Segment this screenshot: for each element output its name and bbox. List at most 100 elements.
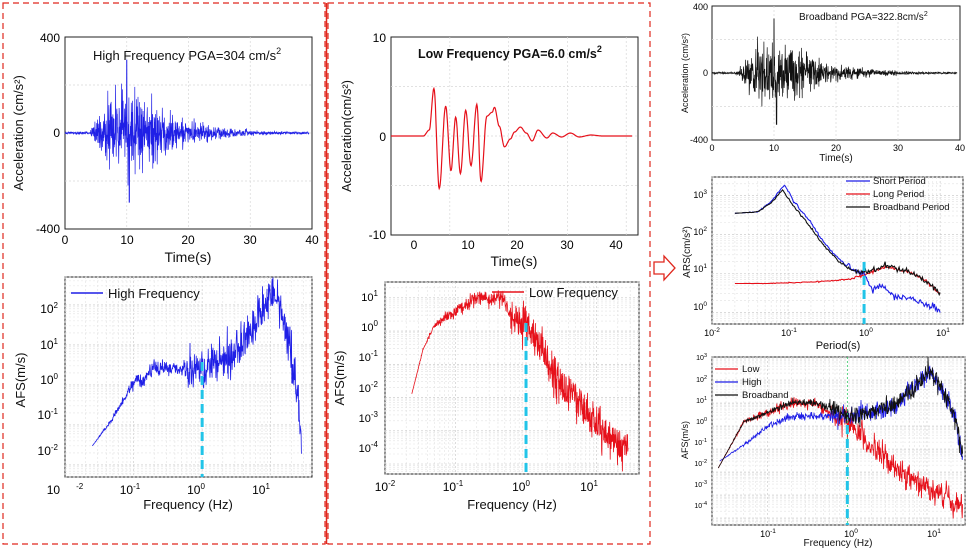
series-line (64, 59, 310, 203)
x-axis-label: Time(s) (491, 253, 538, 269)
y-tick-label: 101 (693, 263, 707, 274)
x-tick-label: 30 (560, 238, 574, 252)
y-tick-label: 0 (379, 130, 386, 144)
x-tick-label: 20 (510, 238, 524, 252)
legend-label: Broadband Period (873, 202, 950, 213)
y-tick-label: 10-1 (359, 349, 379, 364)
hf-time-history-chart: High Frequency PGA=304 cm/s2 0 10 20 30 … (11, 31, 319, 265)
x-tick-label: 1010-2-2 (47, 482, 84, 497)
series (711, 18, 958, 125)
y-tick-label: 100 (693, 301, 707, 312)
series (64, 59, 310, 203)
lf-time-history-chart: Low Frequency PGA=6.0 cm/s2 0 10 20 30 4… (339, 31, 639, 269)
y-tick-label: 103 (696, 353, 707, 362)
grid (711, 176, 964, 325)
x-tick-label: 40 (955, 143, 965, 153)
x-tick-label: 10 (461, 238, 475, 252)
x-tick-label: 10 (120, 233, 134, 247)
legend-label: Short Period (873, 176, 926, 187)
series (411, 290, 629, 472)
series-line (411, 290, 629, 472)
y-axis-label: Acceleration(cm/s²) (339, 80, 354, 192)
series-line (391, 86, 633, 191)
y-tick-label: 10-3 (694, 480, 707, 489)
x-axis-label: Time(s) (819, 153, 853, 164)
y-tick-label: 10 (373, 31, 387, 45)
chart-title: High Frequency PGA=304 cm/s2 (93, 46, 281, 63)
y-tick-label: 101 (696, 396, 707, 405)
y-axis-label: AFS(m/s) (13, 353, 28, 408)
x-tick-label: 10-1 (781, 327, 797, 338)
legend-label: Low Frequency (529, 285, 618, 300)
x-tick-label: 10 (769, 143, 779, 153)
y-axis-label: AFS(m/s) (680, 421, 690, 459)
y-tick-label: 102 (693, 226, 707, 237)
series (717, 357, 963, 519)
x-tick-label: 100 (512, 479, 530, 494)
y-tick-label: 10-4 (694, 501, 707, 510)
x-tick-label: 101 (927, 528, 941, 539)
series-line (91, 277, 302, 454)
lf-afs-chart: Low Frequency 10-2 10-1 100 101 101 100 … (332, 281, 640, 512)
chart-title: Broadband PGA=322.8cm/s2 (799, 11, 928, 23)
series-line (717, 357, 963, 469)
x-tick-label: 40 (305, 233, 319, 247)
y-tick-label: 400 (40, 31, 60, 45)
y-tick-label: 10-3 (359, 410, 379, 425)
y-tick-label: 10-1 (694, 438, 707, 447)
chart-title: Low Frequency PGA=6.0 cm/s2 (418, 44, 602, 61)
series (734, 184, 941, 313)
grid (391, 37, 638, 235)
y-tick-label: 102 (40, 301, 58, 316)
y-tick-label: 10-1 (38, 407, 59, 422)
y-tick-label: -400 (690, 135, 708, 145)
x-tick-label: 10-1 (760, 528, 776, 539)
x-tick-label: 0 (62, 233, 69, 247)
y-tick-label: 10-2 (359, 380, 379, 395)
panel-frames (2, 2, 651, 545)
series-line (734, 189, 941, 297)
y-tick-label: -10 (369, 228, 387, 242)
legend-label: Broadband (742, 390, 788, 401)
y-tick-label: 100 (40, 372, 58, 387)
y-axis-label: ARS(cm/s²) (682, 226, 693, 278)
y-tick-label: -400 (36, 222, 60, 236)
y-tick-label: 101 (361, 289, 378, 304)
left-panel-frame (2, 2, 326, 545)
legend-label: High Frequency (108, 286, 200, 301)
y-tick-label: 100 (361, 319, 378, 334)
legend-label: Long Period (873, 189, 924, 200)
y-tick-label: 400 (693, 2, 708, 12)
series-line (711, 18, 958, 125)
tick-src: 10-1 (0, 0, 1, 1)
x-tick-label: 100 (187, 482, 205, 497)
y-axis-label: Acceleration (cm/s²) (680, 33, 690, 113)
x-tick-label: 40 (609, 238, 623, 252)
y-tick-label: 101 (40, 337, 58, 352)
y-tick-label: 0 (53, 126, 60, 140)
x-tick-label: 0 (411, 238, 418, 252)
bb-time-history-chart: Broadband PGA=322.8cm/s2 0 10 20 30 40 4… (680, 2, 965, 164)
x-tick-label: 30 (893, 143, 903, 153)
y-tick-label: 103 (693, 189, 707, 200)
x-tick-label: 101 (580, 479, 598, 494)
x-axis-label: Time(s) (165, 249, 212, 265)
x-tick-label: 30 (243, 233, 257, 247)
x-tick-label: 101 (252, 482, 270, 497)
series (91, 277, 302, 454)
x-axis-label: Frequency (Hz) (467, 497, 557, 512)
y-tick-label: 102 (696, 375, 707, 384)
x-tick-label: 20 (181, 233, 195, 247)
hf-afs-chart: High Frequency 1010-2-2 10-1 100 101 102… (13, 276, 313, 512)
y-axis-label: AFS(m/s) (332, 351, 347, 406)
y-tick-label: 0 (703, 68, 708, 78)
x-axis-label: Frequency (Hz) (804, 538, 873, 549)
x-tick-label: 0 (709, 143, 714, 153)
x-tick-label: 100 (844, 528, 858, 539)
x-axis-label: Frequency (Hz) (143, 497, 233, 512)
y-tick-label: 10-2 (694, 459, 707, 468)
arrow-icon (653, 254, 676, 282)
x-tick-label: 10-2 (704, 327, 720, 338)
series (391, 86, 633, 191)
